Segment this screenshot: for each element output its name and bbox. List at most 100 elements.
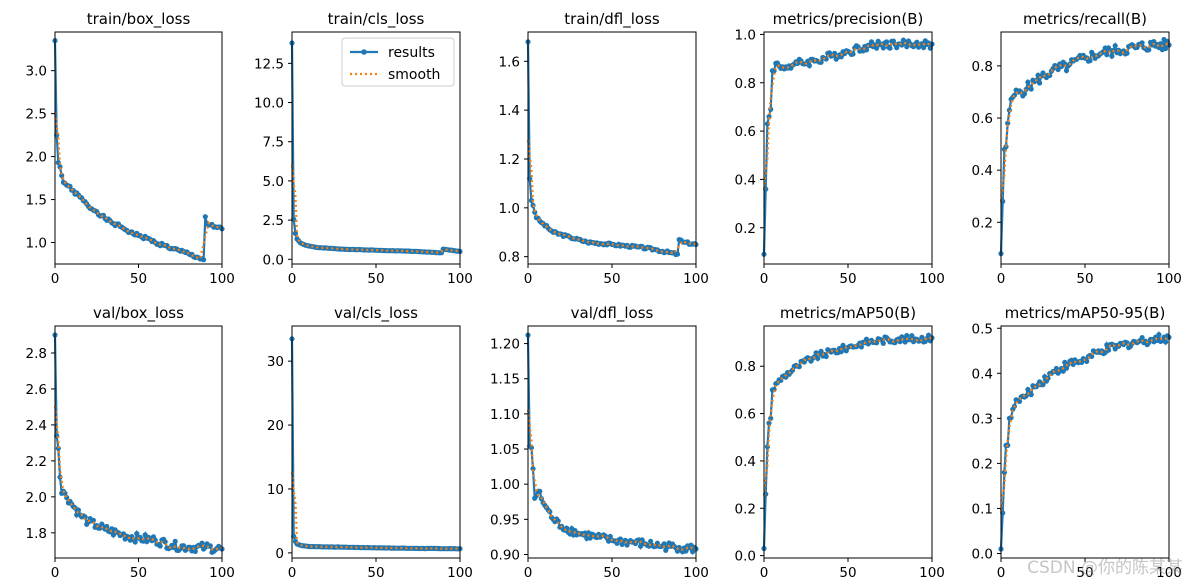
x-tick-label: 100: [447, 565, 473, 581]
x-tick-label: 100: [683, 271, 709, 287]
results-point: [648, 538, 654, 544]
y-tick-label: 0.2: [735, 501, 756, 517]
results-point: [921, 44, 927, 51]
legend-results-label: results: [388, 45, 435, 61]
results-point: [880, 340, 886, 346]
results-point: [815, 355, 821, 361]
subplot-title: val/dfl_loss: [571, 304, 654, 323]
x-tick-label: 0: [997, 565, 1006, 581]
x-tick-label: 100: [919, 271, 945, 287]
results-point: [201, 257, 207, 263]
y-tick-label: 1.2: [499, 152, 520, 168]
subplot-title: metrics/mAP50-95(B): [1005, 304, 1166, 322]
results-point: [537, 488, 543, 494]
results-point: [674, 251, 681, 257]
y-tick-label: 0: [275, 546, 284, 562]
results-point: [1163, 45, 1169, 52]
x-tick-label: 0: [288, 271, 297, 287]
subplot-2: train/cls_loss 0 50 100 0.0 2.5 5.0 7.5 10.0 12.5…: [254, 10, 473, 287]
subplot-title: train/cls_loss: [328, 10, 425, 29]
results-point: [874, 45, 880, 51]
y-tick-label: 1.15: [490, 372, 520, 388]
y-tick-label: 1.0: [735, 27, 756, 43]
y-tick-label: 0.8: [972, 59, 993, 75]
subplot-title: val/cls_loss: [334, 304, 418, 323]
smooth-line: [999, 42, 1170, 202]
results-point: [1139, 40, 1145, 46]
results-point: [90, 517, 96, 523]
results-point: [1055, 66, 1061, 73]
smooth-line: [526, 140, 696, 255]
results-point: [1089, 353, 1095, 359]
results-point: [823, 353, 829, 360]
results-point: [1139, 335, 1145, 341]
subplot-title: val/box_loss: [93, 304, 184, 323]
results-point: [104, 523, 110, 530]
results-point: [818, 348, 824, 354]
results-point: [157, 543, 163, 549]
results-point: [838, 349, 844, 355]
y-tick-label: 1.10: [490, 407, 520, 423]
subplot-8: val/dfl_loss 0 50 100 0.90 0.95 1.00 1.05 1.10 1.…: [490, 304, 709, 581]
y-tick-label: 0.2: [972, 456, 993, 472]
x-tick-label: 50: [367, 565, 384, 581]
results-point: [532, 209, 538, 215]
results-point: [75, 507, 81, 513]
results-point: [192, 548, 198, 555]
results-point: [887, 45, 893, 51]
results-line: [762, 37, 934, 255]
results-point: [806, 63, 813, 69]
axes-frame: [1000, 31, 1170, 265]
results-point: [1040, 382, 1046, 388]
y-tick-label: 0.2: [735, 221, 756, 237]
results-point: [661, 541, 667, 547]
results-point: [132, 539, 138, 545]
x-tick-label: 50: [1076, 565, 1093, 581]
x-tick-label: 0: [760, 565, 769, 581]
x-tick-label: 0: [524, 271, 533, 287]
subplot-7: val/cls_loss 0 50 100 0 10 20 30: [267, 304, 473, 581]
y-tick-label: 2.8: [26, 346, 47, 362]
y-tick-label: 1.0: [26, 236, 47, 252]
results-point: [162, 539, 168, 545]
results-point: [1025, 79, 1031, 85]
smooth-line: [53, 112, 223, 260]
y-tick-label: 0.1: [972, 501, 993, 517]
y-tick-label: 0.2: [972, 215, 993, 231]
results-point: [1025, 386, 1031, 393]
results-point: [1087, 58, 1093, 64]
x-tick-label: 100: [209, 565, 235, 581]
results-point: [199, 540, 205, 546]
results-point: [1112, 43, 1118, 49]
y-tick-label: 0.8: [499, 250, 520, 266]
results-point: [884, 39, 890, 45]
results-point: [1163, 339, 1169, 345]
y-tick-label: 2.6: [26, 382, 47, 398]
results-point: [144, 538, 150, 545]
results-point: [1028, 392, 1034, 398]
results-point: [1005, 120, 1011, 126]
results-point: [82, 514, 88, 520]
results-point: [134, 531, 140, 537]
y-tick-label: 2.4: [26, 418, 47, 434]
y-tick-label: 1.8: [26, 526, 47, 542]
subplot-title: train/dfl_loss: [564, 10, 660, 29]
results-line: [526, 41, 697, 256]
subplot-title: metrics/recall(B): [1023, 10, 1147, 28]
results-point: [904, 44, 910, 50]
subplot-9: metrics/mAP50(B) 0 50 100 0.0 0.2 0.4 0.6 0.8: [735, 304, 945, 581]
axes-frame: [763, 325, 933, 559]
y-tick-label: 0.3: [972, 411, 993, 427]
y-tick-label: 10.0: [254, 96, 284, 112]
y-tick-label: 1.5: [26, 193, 47, 209]
subplot-title: metrics/precision(B): [773, 10, 924, 28]
results-point: [1105, 347, 1112, 353]
results-point: [555, 518, 561, 524]
results-point: [796, 364, 802, 370]
x-tick-label: 0: [524, 565, 533, 581]
y-tick-label: 1.6: [499, 54, 520, 70]
results-point: [904, 333, 910, 339]
y-tick-label: 1.0: [499, 201, 520, 217]
y-tick-label: 20: [267, 418, 284, 434]
